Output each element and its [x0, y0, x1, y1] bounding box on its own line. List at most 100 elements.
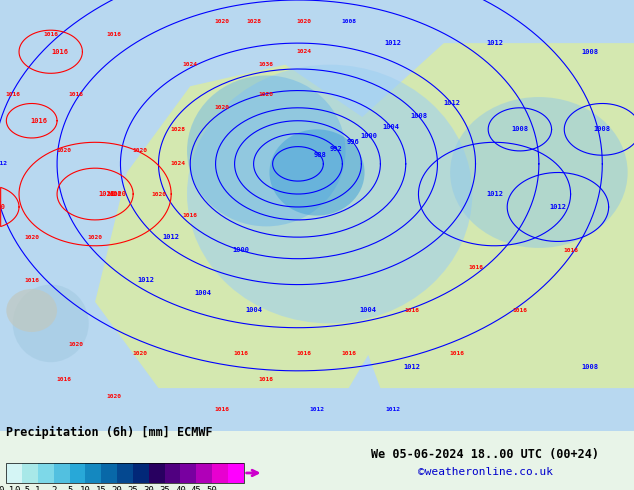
Text: 1016: 1016	[5, 92, 20, 98]
Text: 1008: 1008	[581, 49, 598, 55]
Text: 1012: 1012	[0, 161, 8, 167]
Text: 1020: 1020	[68, 343, 84, 347]
Text: 1020: 1020	[214, 105, 230, 110]
Text: 1016: 1016	[297, 351, 312, 356]
Text: 1000: 1000	[233, 247, 249, 253]
Text: Precipitation (6h) [mm] ECMWF: Precipitation (6h) [mm] ECMWF	[6, 426, 213, 439]
Text: 1016: 1016	[52, 49, 68, 55]
Bar	[197, 463, 212, 483]
Text: 5: 5	[67, 487, 72, 490]
Text: 1012: 1012	[163, 234, 179, 240]
Text: 1020: 1020	[214, 19, 230, 24]
Text: 15: 15	[96, 487, 107, 490]
Bar	[149, 463, 165, 483]
Text: 1016: 1016	[404, 308, 420, 313]
Text: 992: 992	[330, 146, 343, 152]
Text: 1016: 1016	[56, 377, 71, 382]
Text: 1012: 1012	[486, 191, 503, 197]
Ellipse shape	[6, 289, 57, 332]
Text: 10: 10	[80, 487, 91, 490]
Text: 1024: 1024	[183, 62, 198, 67]
Bar	[86, 463, 101, 483]
Text: 1024: 1024	[297, 49, 312, 54]
Text: 0.5: 0.5	[14, 487, 30, 490]
Text: 1: 1	[36, 487, 41, 490]
Text: 1004: 1004	[195, 290, 211, 296]
Text: 45: 45	[191, 487, 202, 490]
Bar	[38, 463, 54, 483]
Text: 1016: 1016	[449, 351, 464, 356]
Text: 1004: 1004	[383, 124, 400, 130]
Text: 1012: 1012	[385, 40, 401, 46]
Text: 1020: 1020	[98, 191, 115, 197]
Text: 1020: 1020	[132, 351, 147, 356]
Bar	[6, 463, 22, 483]
Text: 1016: 1016	[563, 247, 578, 253]
Text: 1012: 1012	[138, 277, 154, 283]
Text: 1004: 1004	[245, 307, 262, 314]
Text: 0.1: 0.1	[0, 487, 15, 490]
Text: 1020: 1020	[110, 191, 126, 197]
Text: 20: 20	[112, 487, 122, 490]
Text: 1016: 1016	[31, 118, 48, 124]
Text: 1020: 1020	[56, 148, 71, 153]
Text: 1000: 1000	[361, 133, 378, 139]
Text: 1020: 1020	[24, 235, 39, 240]
Text: 1012: 1012	[404, 364, 420, 369]
Text: 1020: 1020	[132, 148, 147, 153]
Text: 35: 35	[159, 487, 170, 490]
Text: 1016: 1016	[512, 308, 527, 313]
Bar	[181, 463, 197, 483]
Text: 1008: 1008	[410, 113, 427, 120]
Text: 1020: 1020	[87, 235, 103, 240]
Text: 1016: 1016	[468, 265, 483, 270]
Text: 1016: 1016	[259, 377, 274, 382]
Text: We 05-06-2024 18..00 UTC (00+24): We 05-06-2024 18..00 UTC (00+24)	[371, 448, 599, 461]
Bar	[133, 463, 149, 483]
Text: 1012: 1012	[443, 100, 460, 106]
Ellipse shape	[450, 97, 628, 248]
Text: 988: 988	[314, 152, 327, 158]
Text: 1016: 1016	[107, 32, 122, 37]
Bar	[6, 463, 243, 483]
Text: 1020: 1020	[107, 394, 122, 399]
Text: 1008: 1008	[341, 19, 356, 24]
Ellipse shape	[187, 65, 472, 323]
Bar	[101, 463, 117, 483]
Text: 1020: 1020	[107, 192, 122, 196]
Text: 1012: 1012	[550, 204, 566, 210]
Text: 1008: 1008	[581, 364, 598, 369]
Text: 1036: 1036	[259, 62, 274, 67]
Text: 1016: 1016	[24, 278, 39, 283]
Ellipse shape	[13, 285, 89, 362]
Text: 1012: 1012	[309, 407, 325, 412]
Text: 1020: 1020	[151, 192, 166, 196]
Polygon shape	[317, 43, 634, 388]
Text: 1016: 1016	[341, 351, 356, 356]
Text: 1016: 1016	[214, 407, 230, 412]
Bar	[22, 463, 38, 483]
Polygon shape	[95, 65, 412, 388]
Bar	[117, 463, 133, 483]
Bar	[212, 463, 228, 483]
Bar	[228, 463, 243, 483]
Text: 1016: 1016	[68, 92, 84, 98]
Text: 1016: 1016	[43, 32, 58, 37]
Text: 30: 30	[143, 487, 154, 490]
Text: ©weatheronline.co.uk: ©weatheronline.co.uk	[418, 467, 552, 477]
Text: 1016: 1016	[233, 351, 249, 356]
Text: 1020: 1020	[259, 92, 274, 98]
Text: 1028: 1028	[246, 19, 261, 24]
Text: 996: 996	[347, 139, 359, 146]
Text: 1004: 1004	[359, 307, 376, 314]
Bar	[165, 463, 181, 483]
Ellipse shape	[269, 129, 365, 216]
Text: 1020: 1020	[0, 204, 5, 210]
Bar	[70, 463, 86, 483]
Text: 1008: 1008	[512, 126, 528, 132]
Text: 2: 2	[51, 487, 56, 490]
Text: 25: 25	[127, 487, 138, 490]
Text: 1012: 1012	[385, 407, 401, 412]
Text: 50: 50	[207, 487, 217, 490]
Text: 40: 40	[175, 487, 186, 490]
